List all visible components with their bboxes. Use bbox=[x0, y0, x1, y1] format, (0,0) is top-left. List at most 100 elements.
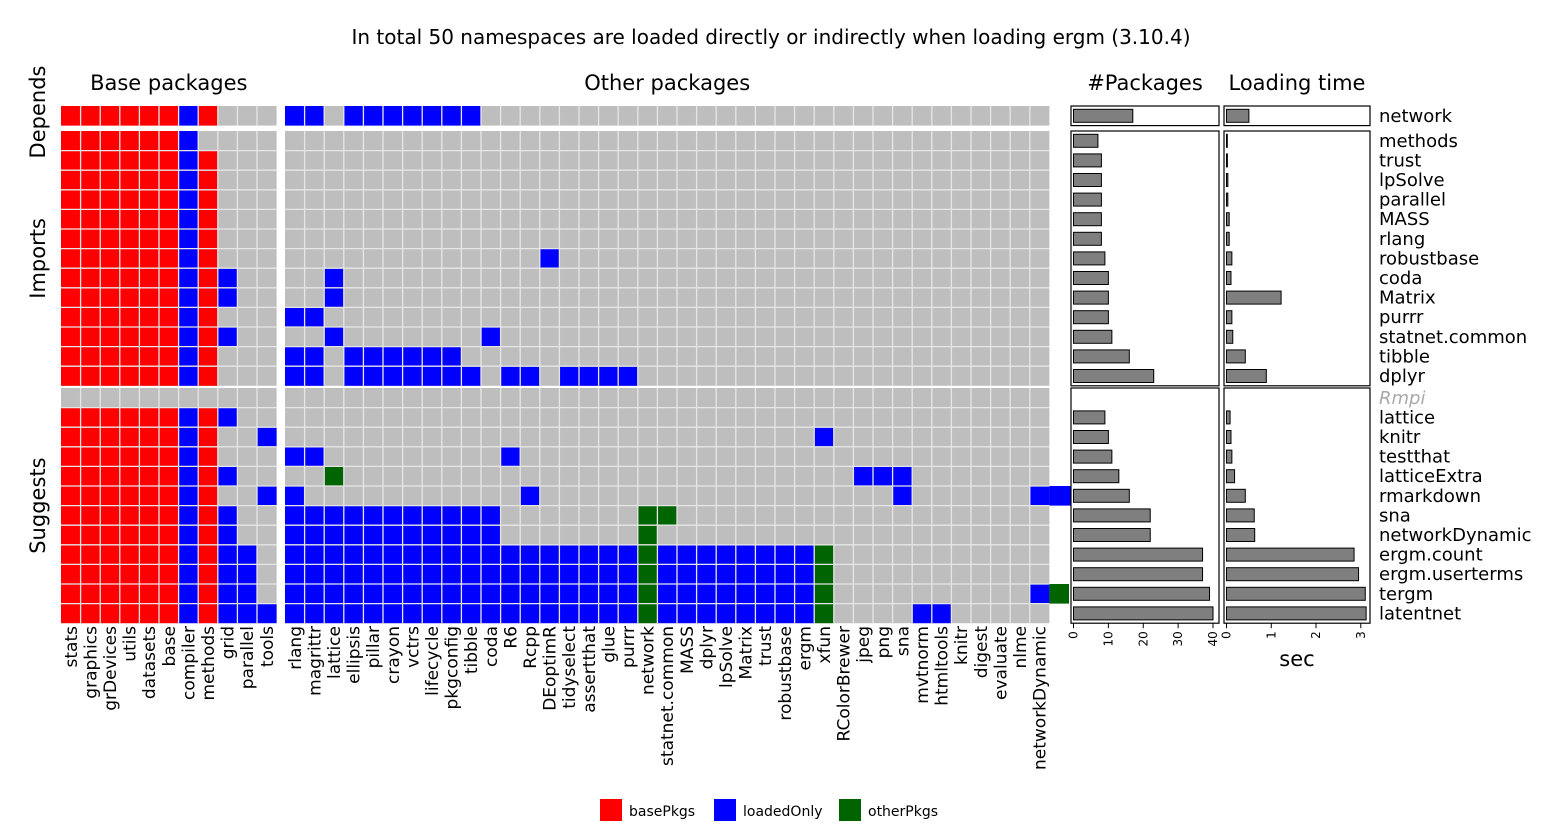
packages-bar bbox=[1073, 508, 1151, 523]
row-label: purrr bbox=[1379, 307, 1424, 328]
heat-cell bbox=[618, 544, 638, 565]
heat-cell bbox=[100, 229, 120, 249]
heat-cell bbox=[324, 466, 344, 486]
legend-swatch-loadedOnly bbox=[714, 799, 736, 821]
heat-cell bbox=[100, 131, 120, 151]
time-bar bbox=[1226, 508, 1255, 523]
time-bar bbox=[1226, 133, 1228, 148]
heat-cell bbox=[61, 525, 81, 545]
heat-cell bbox=[755, 584, 775, 604]
row-label: robustbase bbox=[1379, 248, 1479, 269]
heat-cell bbox=[775, 603, 795, 624]
heat-cell bbox=[159, 229, 179, 249]
heat-cell bbox=[100, 466, 120, 486]
heat-cell bbox=[159, 525, 179, 545]
heat-cell bbox=[402, 505, 423, 526]
heat-cell bbox=[61, 209, 81, 229]
row-label: parallel bbox=[1379, 190, 1446, 211]
heat-cell bbox=[100, 366, 120, 386]
heat-cell bbox=[814, 564, 834, 584]
heat-cell bbox=[559, 584, 579, 604]
heat-cell bbox=[61, 189, 81, 210]
heat-cell bbox=[363, 505, 383, 526]
heat-cell bbox=[61, 584, 81, 604]
packages-bar bbox=[1073, 271, 1109, 285]
heat-cell bbox=[735, 584, 756, 604]
heat-cell bbox=[422, 505, 442, 526]
heat-cell bbox=[159, 327, 179, 347]
heat-cell bbox=[500, 603, 521, 624]
heat-cell bbox=[100, 170, 120, 190]
col-label: sna bbox=[893, 626, 913, 656]
heat-cell bbox=[892, 486, 913, 506]
heat-cell bbox=[139, 346, 159, 367]
heat-cell bbox=[716, 584, 736, 604]
heat-cell bbox=[481, 584, 501, 604]
heat-cell bbox=[1029, 584, 1050, 604]
time-facet bbox=[1223, 130, 1371, 387]
col-label: glue bbox=[599, 626, 619, 663]
heat-cell bbox=[80, 427, 101, 447]
heat-cell bbox=[80, 486, 101, 506]
heat-cell bbox=[139, 327, 159, 347]
heat-cell bbox=[539, 564, 560, 584]
heat-cell bbox=[441, 346, 462, 367]
heat-cell bbox=[61, 268, 81, 288]
heat-cell bbox=[100, 525, 120, 545]
heat-cell bbox=[402, 544, 423, 565]
heat-cell bbox=[304, 307, 325, 327]
heat-cell bbox=[61, 466, 81, 486]
time-bar bbox=[1226, 192, 1229, 207]
heat-cell bbox=[579, 564, 599, 584]
heat-cell bbox=[61, 287, 81, 308]
heat-cell bbox=[198, 366, 218, 386]
heat-cell bbox=[481, 327, 501, 347]
heat-cell bbox=[402, 584, 423, 604]
heat-cell bbox=[198, 307, 218, 327]
heat-cell bbox=[119, 446, 140, 467]
row-label: testthat bbox=[1379, 447, 1450, 468]
heat-cell bbox=[198, 544, 218, 565]
heat-cell bbox=[100, 346, 120, 367]
heat-cell bbox=[178, 446, 199, 467]
heat-cell bbox=[178, 564, 199, 584]
heat-cell bbox=[159, 486, 179, 506]
heat-cell bbox=[343, 603, 364, 624]
heat-cell bbox=[285, 584, 305, 604]
heat-cell bbox=[363, 603, 383, 624]
legend-label-otherPkgs: otherPkgs bbox=[868, 804, 938, 820]
packages-tick-label: 30 bbox=[1171, 631, 1185, 646]
heat-cell bbox=[80, 248, 101, 269]
heat-cell bbox=[735, 603, 756, 624]
row-group-suggests: Suggests bbox=[26, 457, 50, 553]
heat-cell bbox=[159, 407, 179, 428]
col-label: png bbox=[874, 626, 894, 658]
time-facet bbox=[1223, 105, 1371, 127]
heat-cell bbox=[794, 564, 815, 584]
time-tick-label: 1 bbox=[1264, 631, 1278, 639]
heat-cell bbox=[159, 366, 179, 386]
col-label: parallel bbox=[238, 626, 258, 689]
heat-cell bbox=[579, 366, 599, 386]
heat-cell bbox=[343, 525, 364, 545]
heat-cell bbox=[363, 544, 383, 565]
heat-cell bbox=[100, 544, 120, 565]
heat-cell bbox=[178, 525, 199, 545]
heat-cell bbox=[159, 544, 179, 565]
heat-cell bbox=[343, 564, 364, 584]
time-bar bbox=[1226, 173, 1229, 187]
heat-cell bbox=[61, 327, 81, 347]
heat-cell bbox=[178, 366, 199, 386]
heat-cell bbox=[100, 268, 120, 288]
row-label: knitr bbox=[1379, 427, 1421, 448]
heat-cell bbox=[198, 564, 218, 584]
heat-cell bbox=[61, 131, 81, 151]
col-label: compiler bbox=[179, 626, 199, 700]
heat-cell bbox=[461, 505, 481, 526]
heat-cell bbox=[198, 446, 218, 467]
heat-cell bbox=[119, 209, 140, 229]
time-title: Loading time bbox=[1229, 71, 1366, 95]
heat-cell bbox=[80, 584, 101, 604]
col-label: network bbox=[639, 626, 659, 695]
heat-cell bbox=[755, 564, 775, 584]
